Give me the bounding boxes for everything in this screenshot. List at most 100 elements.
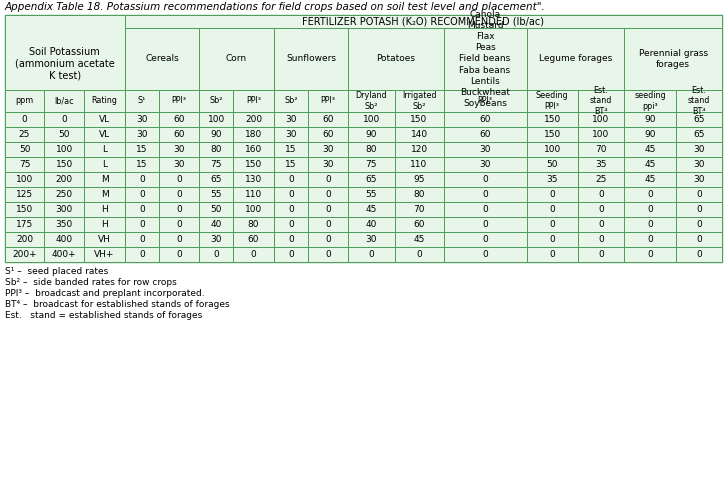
Bar <box>199 28 274 90</box>
Bar <box>274 217 308 232</box>
Bar <box>526 187 578 202</box>
Text: 0: 0 <box>139 235 145 244</box>
Text: FERTILIZER POTASH (K₂O) RECOMMENDED (lb/ac): FERTILIZER POTASH (K₂O) RECOMMENDED (lb/… <box>302 16 545 27</box>
Text: 30: 30 <box>365 235 377 244</box>
Text: 75: 75 <box>210 160 222 169</box>
Text: 0: 0 <box>288 235 293 244</box>
Bar <box>124 187 159 202</box>
Text: L: L <box>102 160 107 169</box>
Text: seeding
ppi³: seeding ppi³ <box>634 91 665 111</box>
Bar <box>578 202 625 217</box>
Bar <box>159 142 199 157</box>
Bar <box>159 232 199 247</box>
Text: 300: 300 <box>55 205 73 214</box>
Bar <box>274 157 308 172</box>
Bar <box>578 232 625 247</box>
Text: 180: 180 <box>245 130 262 139</box>
Bar <box>526 90 578 112</box>
Bar <box>199 127 234 142</box>
Text: 250: 250 <box>55 190 73 199</box>
Text: 100: 100 <box>363 115 380 124</box>
Bar <box>526 247 578 262</box>
Bar <box>395 202 443 217</box>
Text: 70: 70 <box>414 205 425 214</box>
Bar <box>526 28 625 90</box>
Bar <box>348 247 395 262</box>
Bar <box>234 127 274 142</box>
Bar <box>578 247 625 262</box>
Bar <box>308 127 348 142</box>
Text: 200: 200 <box>16 235 33 244</box>
Text: 0: 0 <box>550 235 555 244</box>
Bar <box>44 247 84 262</box>
Text: 160: 160 <box>245 145 262 154</box>
Bar <box>578 90 625 112</box>
Text: 0: 0 <box>22 115 28 124</box>
Text: Seeding
PPI³: Seeding PPI³ <box>536 91 569 111</box>
Text: 15: 15 <box>285 160 296 169</box>
Bar <box>348 127 395 142</box>
Text: 0: 0 <box>482 250 488 259</box>
Bar <box>44 202 84 217</box>
Bar <box>625 217 676 232</box>
Text: 30: 30 <box>693 175 705 184</box>
Bar <box>625 172 676 187</box>
Bar <box>234 187 274 202</box>
Bar <box>443 112 526 127</box>
Text: 50: 50 <box>58 130 70 139</box>
Text: 0: 0 <box>598 220 604 229</box>
Text: Dryland
Sb²: Dryland Sb² <box>355 91 387 111</box>
Bar <box>124 112 159 127</box>
Text: 0: 0 <box>176 250 182 259</box>
Text: VH: VH <box>98 235 111 244</box>
Text: 0: 0 <box>482 175 488 184</box>
Text: 30: 30 <box>323 145 334 154</box>
Text: 0: 0 <box>598 205 604 214</box>
Bar <box>625 127 676 142</box>
Text: H: H <box>101 205 108 214</box>
Bar <box>5 142 44 157</box>
Bar <box>274 202 308 217</box>
Bar <box>308 187 348 202</box>
Text: 0: 0 <box>696 250 702 259</box>
Text: 0: 0 <box>325 250 331 259</box>
Bar <box>308 172 348 187</box>
Bar <box>5 217 44 232</box>
Bar <box>308 157 348 172</box>
Bar <box>443 172 526 187</box>
Text: H: H <box>101 220 108 229</box>
Bar <box>234 112 274 127</box>
Text: 0: 0 <box>647 220 653 229</box>
Text: 40: 40 <box>365 220 377 229</box>
Text: Corn: Corn <box>226 54 247 64</box>
Bar <box>84 232 124 247</box>
Bar <box>159 172 199 187</box>
Text: 0: 0 <box>368 250 374 259</box>
Text: 0: 0 <box>288 250 293 259</box>
Text: PPI³: PPI³ <box>320 96 336 106</box>
Bar <box>274 90 308 112</box>
Text: Irrigated
Sb²: Irrigated Sb² <box>402 91 436 111</box>
Bar <box>234 202 274 217</box>
Text: M: M <box>100 190 108 199</box>
Text: Est.   stand = established stands of forages: Est. stand = established stands of forag… <box>5 311 202 320</box>
Text: 80: 80 <box>365 145 377 154</box>
Bar <box>308 112 348 127</box>
Bar <box>234 172 274 187</box>
Bar <box>578 187 625 202</box>
Text: 0: 0 <box>288 205 293 214</box>
Bar <box>443 127 526 142</box>
Text: ppm: ppm <box>15 96 33 106</box>
Text: 45: 45 <box>644 160 656 169</box>
Bar <box>124 15 722 28</box>
Bar <box>676 127 722 142</box>
Text: 200: 200 <box>245 115 262 124</box>
Bar <box>5 15 124 112</box>
Text: 0: 0 <box>325 220 331 229</box>
Bar <box>308 217 348 232</box>
Text: 0: 0 <box>213 250 219 259</box>
Text: M: M <box>100 175 108 184</box>
Text: 0: 0 <box>416 250 422 259</box>
Bar <box>526 217 578 232</box>
Bar <box>124 232 159 247</box>
